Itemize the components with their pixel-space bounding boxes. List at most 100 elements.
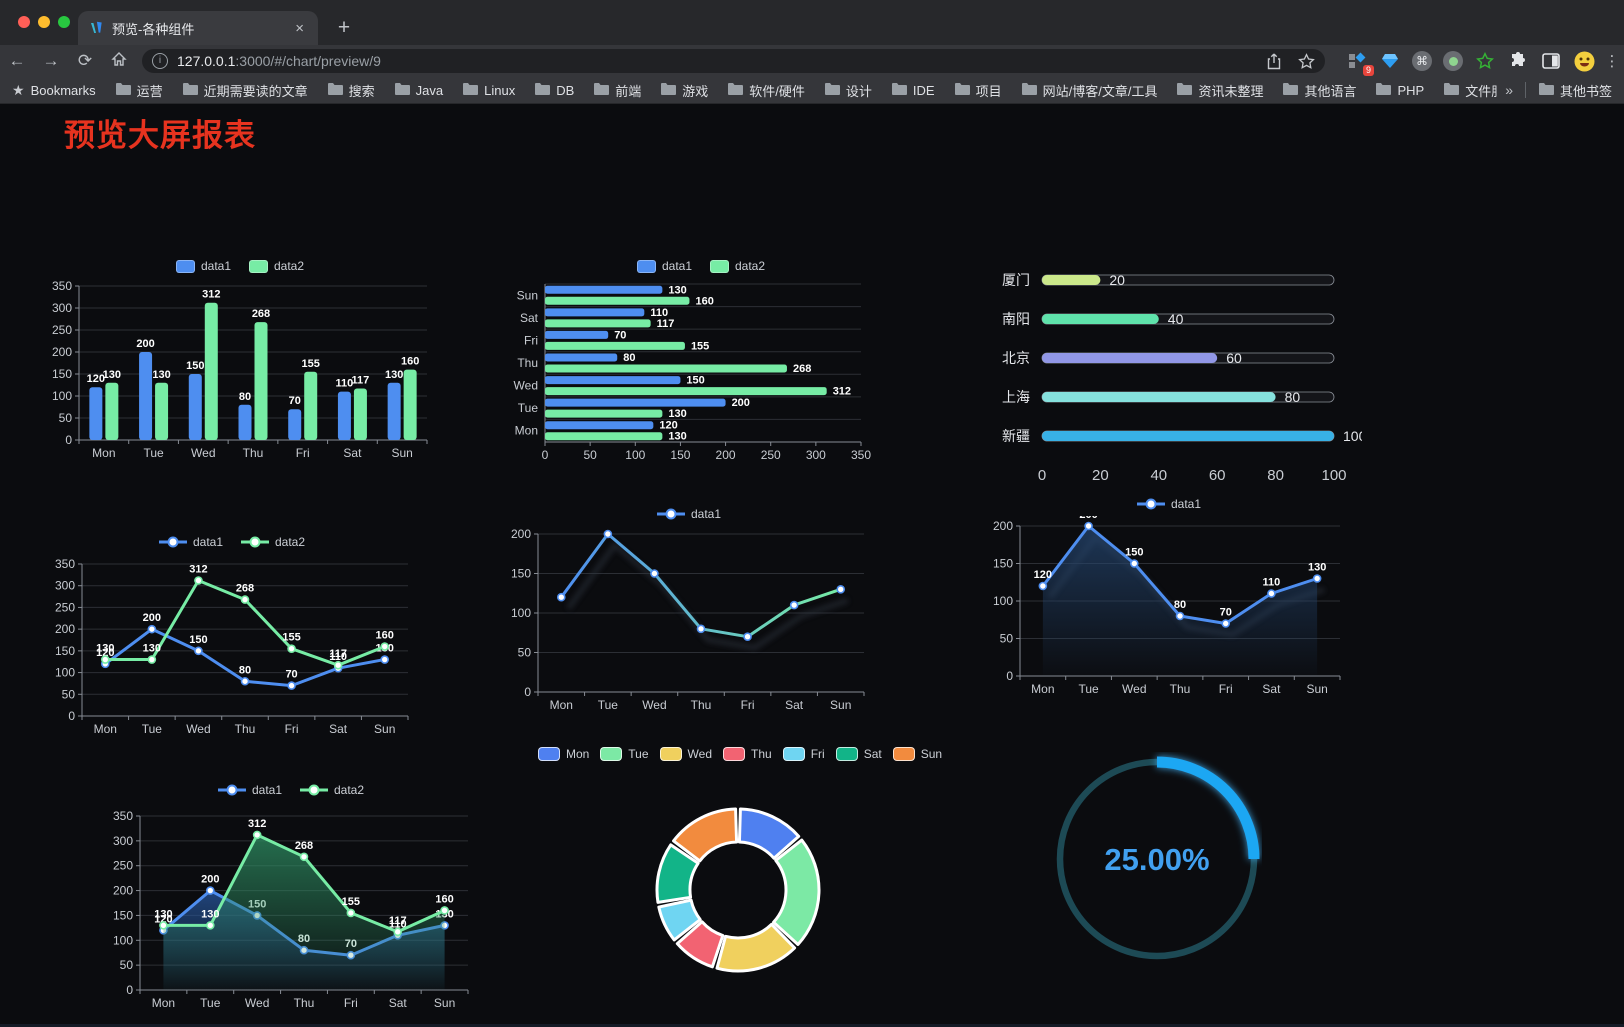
reload-icon[interactable]: ⟳ (77, 51, 93, 70)
url-text[interactable]: 127.0.0.1:3000/#/chart/preview/9 (177, 53, 1258, 69)
svg-text:250: 250 (52, 323, 72, 337)
svg-text:Mon: Mon (515, 424, 538, 438)
bookmark-star-icon[interactable] (1298, 52, 1315, 70)
line-chart-canvas[interactable]: 0 50 100 150 200 250 300 350 Mon Tue Wed Thu Fri Sat S… (46, 554, 418, 744)
chart-donut[interactable]: Mon Tue Wed Thu Fri Sat Sun (537, 742, 942, 994)
legend-item[interactable]: data1 (217, 783, 282, 797)
command-extension-icon[interactable]: ⌘ (1412, 51, 1432, 71)
chart-grouped-bar[interactable]: data1 data2 0 50 100 150 200 250 300 350 Mon Tue Wed… (45, 254, 435, 468)
svg-text:60: 60 (1209, 467, 1226, 484)
puzzle-extensions-icon[interactable] (1507, 50, 1529, 72)
tab-groups-extension-icon[interactable]: 9 (1346, 50, 1374, 76)
bookmark-item[interactable]: DB (534, 82, 574, 98)
forward-icon[interactable]: → (42, 51, 60, 70)
green-star-extension-icon[interactable] (1474, 50, 1496, 72)
svg-text:268: 268 (793, 363, 811, 375)
chart-progress-bars[interactable]: 厦门 20 南阳 40 北京 60 上海 80 新疆 100 0 20 40 60 80 100 (992, 260, 1367, 490)
chart-line-area-two-series[interactable]: data1 data2 0 50 100 150 200 250 300 350 Mon Tue We… (102, 778, 480, 1022)
bookmark-item[interactable]: 其他语言 (1282, 81, 1356, 100)
share-icon[interactable] (1266, 53, 1282, 70)
tab-close-icon[interactable]: × (295, 19, 304, 37)
bookmark-item[interactable]: 项目 (954, 81, 1002, 100)
window-zoom-button[interactable] (58, 16, 70, 28)
side-panel-icon[interactable] (1540, 50, 1562, 72)
line-chart-canvas[interactable]: 0 50 100 150 200 Mon Tue Wed Thu Fri Sat Sun 120 200 1… (986, 509, 1352, 702)
folder-icon (462, 82, 479, 98)
folder-icon (394, 82, 410, 98)
data-point (147, 655, 157, 664)
browser-tab[interactable]: 预览-各种组件 × (78, 11, 318, 45)
legend-item[interactable]: Thu (723, 747, 772, 761)
pie-slice (655, 843, 700, 904)
area-fill (163, 834, 445, 990)
chart-line-two-series[interactable]: data1 data2 0 50 100 150 200 250 300 350 Mon Tue Wed… (46, 530, 418, 744)
legend-item[interactable]: data1 (656, 507, 721, 521)
chart-gradient-line[interactable]: data1 0 50 100 150 200 Mon Tue Wed Thu Fri Sat Sun (502, 502, 876, 720)
legend-item[interactable]: Sun (892, 747, 942, 761)
line-chart-canvas[interactable]: 0 50 100 150 200 Mon Tue Wed Thu Fri Sat Sun (502, 526, 876, 720)
svg-text:350: 350 (851, 448, 871, 462)
bookmark-item[interactable]: 游戏 (660, 81, 708, 100)
donut-canvas[interactable] (552, 766, 928, 994)
recorder-extension-icon[interactable] (1443, 51, 1463, 71)
back-icon[interactable]: ← (8, 51, 26, 70)
bar-chart-canvas[interactable]: 0 50 100 150 200 250 300 350 Mon Tue Wed Thu Fri Sat S… (45, 278, 435, 468)
bookmark-item[interactable]: 前端 (593, 81, 641, 100)
bookmark-item[interactable]: 运营 (115, 81, 163, 100)
site-info-icon[interactable]: i (152, 53, 168, 69)
legend-swatch (782, 747, 805, 761)
gauge-progress (1156, 756, 1260, 860)
legend-item[interactable]: data2 (249, 259, 304, 273)
gauge-canvas[interactable]: 25.00% (1052, 752, 1262, 966)
svg-text:厦门: 厦门 (1002, 272, 1030, 288)
legend-item[interactable]: data2 (300, 783, 364, 797)
legend-item[interactable]: data1 (158, 535, 223, 549)
bookmark-item[interactable]: PHP (1375, 82, 1424, 98)
legend-swatch (600, 747, 623, 761)
gem-extension-icon[interactable] (1379, 50, 1401, 72)
svg-text:100: 100 (1321, 467, 1346, 484)
svg-text:300: 300 (55, 579, 75, 593)
line-chart-canvas[interactable]: 0 50 100 150 200 250 300 350 Mon Tue Wed Thu Fri Sat S… (102, 802, 480, 1022)
bookmark-item[interactable]: 搜索 (327, 81, 375, 100)
bookmark-item[interactable]: Linux (462, 82, 515, 98)
home-icon[interactable] (102, 51, 136, 72)
legend-item[interactable]: Tue (600, 747, 649, 761)
profile-avatar[interactable] (1573, 50, 1595, 72)
legend-item[interactable]: data1 (1136, 497, 1201, 511)
legend-item[interactable]: Mon (537, 747, 589, 761)
legend-item[interactable]: Fri (782, 747, 825, 761)
bookmark-item[interactable]: 文件服务器 (1443, 81, 1497, 100)
bookmark-item[interactable]: Java (394, 82, 443, 98)
chart-horizontal-bar[interactable]: data1 data2 Sun 130 160 Sat 110 117 Fri 70 155 Thu 8… (505, 254, 897, 468)
bookmarks-overflow-icon[interactable]: » (1505, 82, 1513, 98)
svg-text:Sat: Sat (329, 722, 348, 736)
folder-icon (1375, 82, 1392, 98)
chart-gauge[interactable]: 25.00% (1052, 752, 1262, 966)
browser-menu-icon[interactable]: ⋮ (1604, 53, 1620, 70)
bookmark-item[interactable]: 资讯未整理 (1176, 81, 1263, 100)
bookmark-item[interactable]: 网站/博客/文章/工具 (1021, 81, 1157, 100)
legend-item[interactable]: data2 (241, 535, 305, 549)
bookmark-item[interactable]: IDE (891, 82, 935, 98)
other-bookmarks-item[interactable]: 其他书签 (1538, 81, 1612, 100)
legend-item[interactable]: data1 (636, 259, 692, 273)
legend-item[interactable]: Wed (659, 747, 712, 761)
window-close-button[interactable] (18, 16, 30, 28)
new-tab-button[interactable]: + (337, 16, 351, 39)
legend-item[interactable]: data1 (175, 259, 231, 273)
progress-bars-canvas[interactable]: 厦门 20 南阳 40 北京 60 上海 80 新疆 100 0 20 40 60 80 100 (992, 260, 1367, 490)
bookmarks-manager-item[interactable]: ★ Bookmarks (12, 82, 96, 99)
data-point (346, 908, 356, 918)
legend-item[interactable]: Sat (835, 747, 882, 761)
bookmark-item[interactable]: 近期需要读的文章 (182, 81, 308, 100)
chart-area-single[interactable]: data1 0 50 100 150 200 Mon Tue Wed Thu Fri Sat Sun 1… (986, 492, 1352, 702)
bookmark-item[interactable]: 设计 (824, 81, 872, 100)
legend-item[interactable]: data2 (710, 259, 765, 273)
address-bar[interactable]: i 127.0.0.1:3000/#/chart/preview/9 (142, 49, 1325, 73)
window-minimize-button[interactable] (38, 16, 50, 28)
data-point (147, 624, 157, 634)
svg-text:200: 200 (113, 884, 133, 898)
bookmark-item[interactable]: 软件/硬件 (727, 81, 805, 100)
